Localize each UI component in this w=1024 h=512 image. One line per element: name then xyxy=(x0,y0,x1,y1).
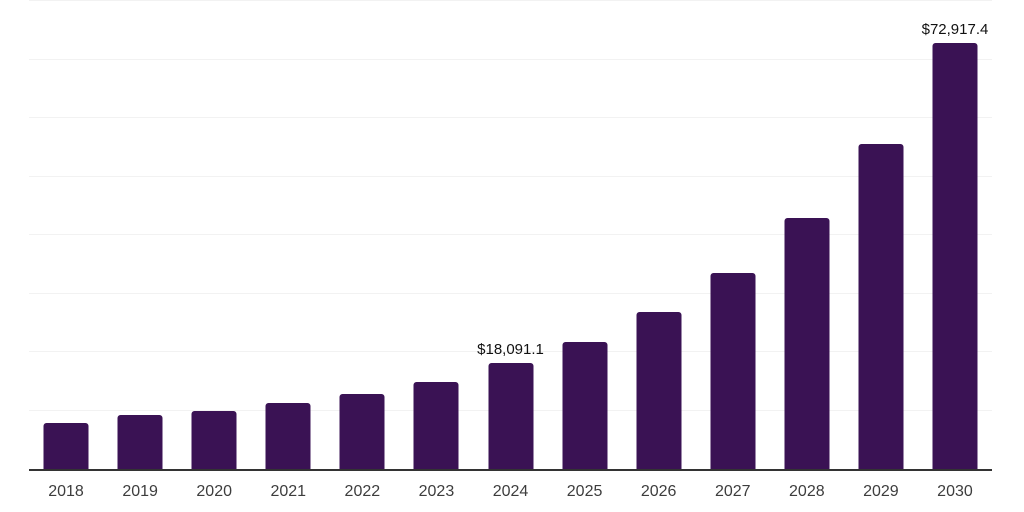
bar-series: $18,091.1 $72,917.4 xyxy=(29,0,992,469)
x-tick-2023: 2023 xyxy=(418,483,455,500)
bar-2024 xyxy=(488,363,533,469)
bar-slot-2026 xyxy=(622,0,696,469)
gridline-50000 xyxy=(29,175,992,177)
bar-2030 xyxy=(932,42,978,469)
bar-2029 xyxy=(858,144,904,469)
gridline-70000 xyxy=(29,58,992,60)
x-tick-2028: 2028 xyxy=(789,483,825,500)
bar-2023 xyxy=(413,381,459,469)
bar-slot-2029 xyxy=(844,0,918,469)
x-tick-2022: 2022 xyxy=(344,483,381,500)
gridline-20000 xyxy=(29,351,992,353)
bar-slot-2028 xyxy=(770,0,844,469)
x-tick-2025: 2025 xyxy=(566,483,603,500)
bar-2021 xyxy=(265,403,311,469)
x-tick-2027: 2027 xyxy=(714,483,751,500)
x-tick-2021: 2021 xyxy=(270,483,307,500)
bar-2020 xyxy=(191,410,237,469)
bar-slot-2024: $18,091.1 xyxy=(473,0,547,469)
bar-slot-2030: $72,917.4 xyxy=(918,0,992,469)
bar-slot-2021 xyxy=(251,0,325,469)
bar-value-label-2024: $18,091.1 xyxy=(477,341,544,359)
bar-slot-2019 xyxy=(103,0,177,469)
gridline-80000 xyxy=(29,0,992,2)
bar-2026 xyxy=(636,311,682,469)
x-tick-2030: 2030 xyxy=(937,483,973,500)
bar-slot-2022 xyxy=(325,0,399,469)
gridline-40000 xyxy=(29,234,992,236)
bar-2027 xyxy=(710,273,756,469)
bar-2025 xyxy=(562,341,608,469)
x-tick-2020: 2020 xyxy=(196,483,232,500)
plot-area: $18,091.1 $72,917.4 xyxy=(29,0,992,471)
x-tick-2029: 2029 xyxy=(863,483,899,500)
bar-2018 xyxy=(43,422,89,469)
x-tick-2018: 2018 xyxy=(48,483,84,500)
bar-value-label-2030: $72,917.4 xyxy=(921,20,989,38)
x-tick-2019: 2019 xyxy=(122,483,158,500)
bar-slot-2023 xyxy=(399,0,473,469)
x-axis: 2018 2019 2020 2021 2022 2023 2024 2025 2026 2027… xyxy=(29,471,992,512)
x-tick-2024: 2024 xyxy=(492,483,529,500)
bar-2028 xyxy=(784,217,830,469)
bar-slot-2020 xyxy=(177,0,251,469)
bar-2019 xyxy=(117,415,163,469)
x-tick-2026: 2026 xyxy=(640,483,677,500)
bar-slot-2027 xyxy=(696,0,770,469)
bar-slot-2025 xyxy=(548,0,622,469)
gridline-30000 xyxy=(29,292,992,294)
bar-slot-2018 xyxy=(29,0,103,469)
gridline-60000 xyxy=(29,117,992,119)
bar-2022 xyxy=(339,394,385,469)
